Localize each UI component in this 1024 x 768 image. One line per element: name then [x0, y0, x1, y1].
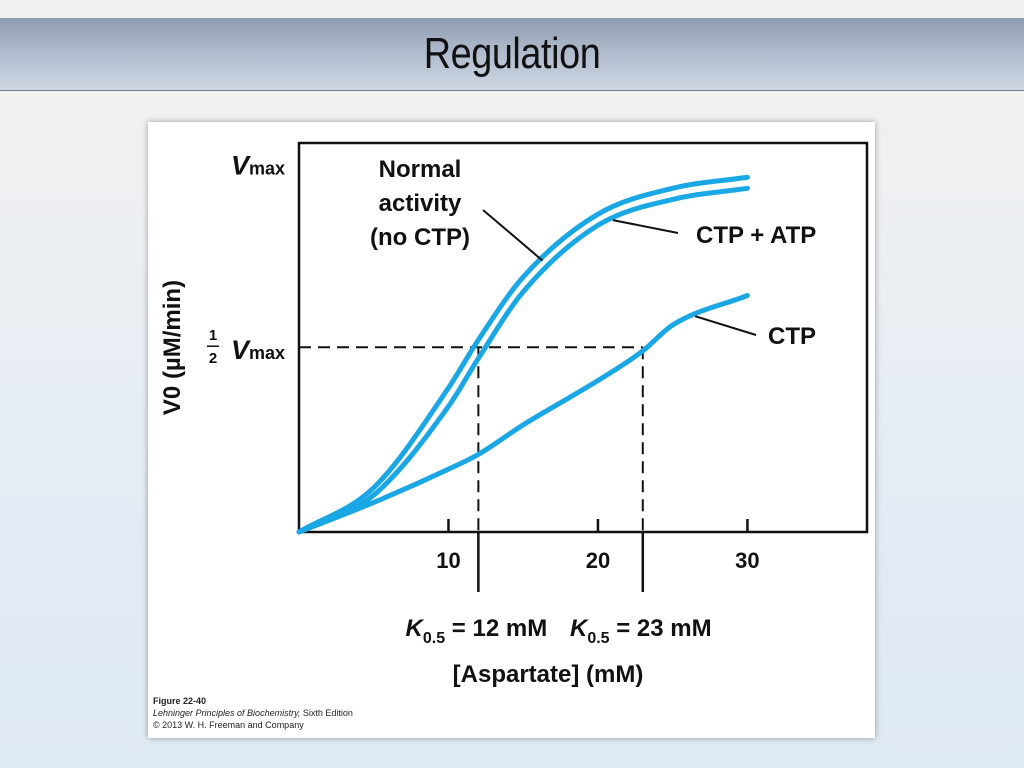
slide-title: Regulation	[423, 29, 601, 78]
slide-header: Regulation	[0, 18, 1024, 91]
series-line	[296, 174, 750, 535]
annotation-label: CTP + ATP	[696, 222, 816, 249]
y-label-frac-num: 1	[209, 327, 217, 344]
series-line	[296, 185, 750, 535]
plot-frame	[297, 141, 869, 534]
x-tick-label: 10	[436, 548, 460, 573]
annotation-label: activity	[379, 190, 462, 217]
y-label-vmax: Vmax	[231, 150, 285, 180]
x-tick-label: 20	[586, 548, 610, 573]
figure-caption: Figure 22-40 Lehninger Principles of Bio…	[153, 695, 353, 731]
annotation-leader	[694, 315, 757, 336]
y-label-half-vmax: Vmax	[231, 335, 285, 365]
k-value-text: = 23 mM	[610, 615, 712, 642]
y-label-sub: max	[249, 158, 285, 178]
x-axis-title: [Aspartate] (mM)	[453, 661, 644, 688]
annotation-leader	[482, 209, 544, 262]
series-line	[296, 292, 750, 535]
caption-figure-number: Figure 22-40	[153, 696, 207, 706]
k-value-text: = 12 mM	[445, 615, 547, 642]
x-tick-label: 30	[735, 548, 759, 573]
caption-book-line: Lehninger Principles of Biochemistry, Si…	[153, 707, 353, 719]
annotation-label: (no CTP)	[370, 224, 470, 251]
y-label-v: V	[231, 150, 251, 180]
k-symbol: K	[570, 615, 589, 642]
annotation-label: Normal	[379, 156, 462, 183]
y-label-frac-den: 2	[209, 350, 217, 367]
k-subscript: 0.5	[587, 630, 609, 647]
caption-book-title: Lehninger Principles of Biochemistry,	[153, 708, 301, 718]
y-label-sub: max	[249, 343, 285, 363]
annotation-leader	[612, 219, 679, 234]
k-subscript: 0.5	[423, 630, 445, 647]
figure-panel: 10 20 30 K0.5 = 12 mM K0.5 = 23 mM Vmax Vmax 1 2…	[148, 122, 875, 738]
k-value-label: K0.5 = 23 mM	[570, 615, 712, 647]
y-label-v: V	[231, 335, 251, 365]
k-symbol: K	[406, 615, 425, 642]
annotation-label: CTP	[768, 323, 816, 350]
k-value-label: K0.5 = 12 mM	[406, 615, 548, 647]
y-axis-title: V0 (µM/min)	[159, 280, 186, 415]
caption-edition: Sixth Edition	[300, 708, 353, 718]
caption-copyright: © 2013 W. H. Freeman and Company	[153, 720, 304, 730]
